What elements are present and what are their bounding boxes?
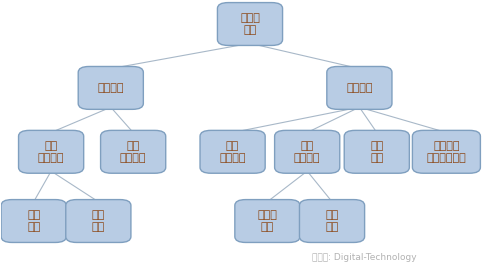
FancyBboxPatch shape [412,130,480,173]
FancyBboxPatch shape [235,200,300,242]
FancyBboxPatch shape [100,130,166,173]
FancyBboxPatch shape [218,3,282,45]
Text: 差分
有源探头: 差分 有源探头 [294,141,320,162]
Text: 高阻
无源探头: 高阻 无源探头 [38,141,64,162]
Text: 高带宽
差分: 高带宽 差分 [258,210,278,232]
FancyBboxPatch shape [1,200,66,242]
FancyBboxPatch shape [200,130,265,173]
Text: 示波器
探头: 示波器 探头 [240,13,260,35]
Text: 特殊探头
光、声、磁等: 特殊探头 光、声、磁等 [426,141,467,162]
FancyBboxPatch shape [78,66,144,109]
Text: 高压
差分: 高压 差分 [326,210,338,232]
Text: 高压
探头: 高压 探头 [92,210,105,232]
FancyBboxPatch shape [274,130,340,173]
Text: 低阻
无源探头: 低阻 无源探头 [120,141,146,162]
Text: 单端
有源探头: 单端 有源探头 [220,141,246,162]
FancyBboxPatch shape [66,200,131,242]
FancyBboxPatch shape [327,66,392,109]
Text: 微信号: Digital-Technology: 微信号: Digital-Technology [312,253,416,262]
Text: 无源探头: 无源探头 [98,83,124,93]
Text: 有源探头: 有源探头 [346,83,372,93]
Text: 电流
探头: 电流 探头 [370,141,384,162]
FancyBboxPatch shape [18,130,84,173]
FancyBboxPatch shape [300,200,364,242]
FancyBboxPatch shape [344,130,410,173]
Text: 通用
探头: 通用 探头 [27,210,40,232]
